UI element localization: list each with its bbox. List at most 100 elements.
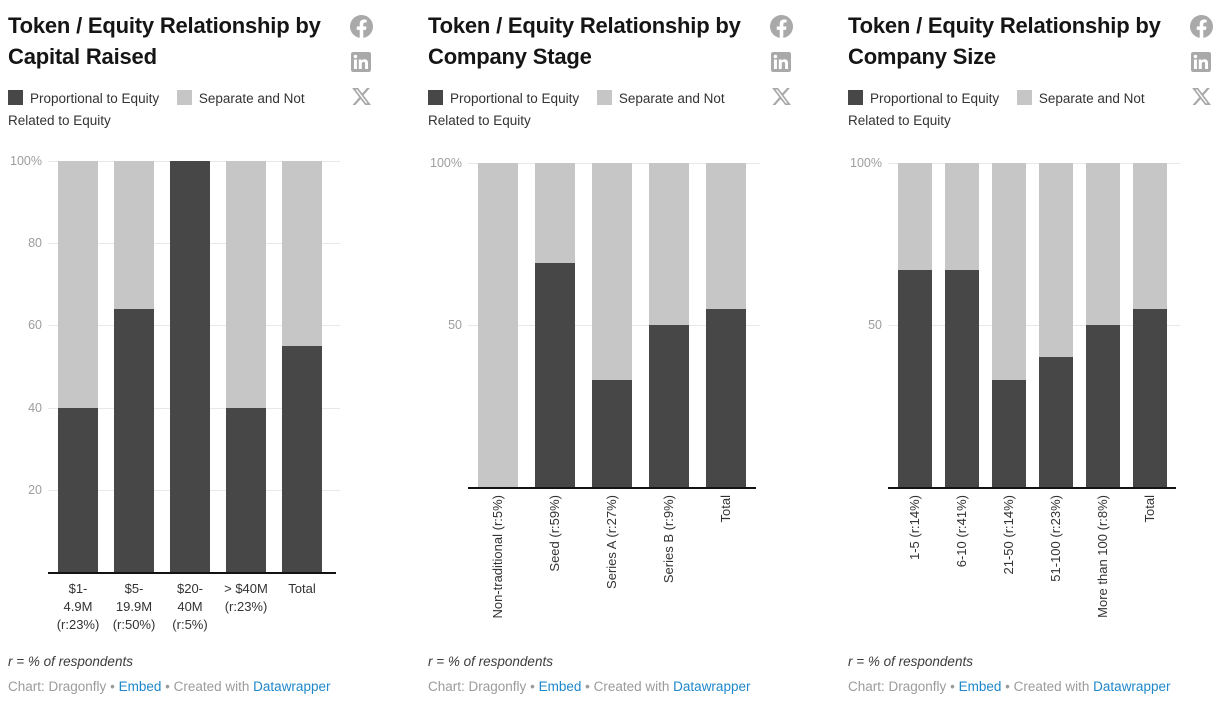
bar-segment-proportional bbox=[706, 308, 746, 487]
bar-segment-separate bbox=[945, 163, 979, 270]
share-icons bbox=[349, 15, 373, 107]
stacked-bar bbox=[945, 163, 979, 487]
stacked-bar bbox=[1039, 163, 1073, 487]
facebook-icon[interactable] bbox=[769, 15, 793, 38]
bar-segment-separate bbox=[592, 163, 632, 381]
x-axis-label: $5- 19.9M (r:50%) bbox=[112, 581, 156, 632]
y-axis-tick: 20 bbox=[28, 482, 42, 497]
x-axis-label: Total bbox=[718, 495, 733, 523]
x-axis-label: 21-50 (r:14%) bbox=[1001, 495, 1016, 575]
attribution-source: Chart: Dragonfly bbox=[848, 679, 947, 694]
bar-segment-separate bbox=[992, 163, 1026, 381]
legend-swatch-separate bbox=[1016, 90, 1032, 105]
stacked-bar bbox=[58, 161, 98, 572]
x-icon[interactable] bbox=[771, 86, 792, 107]
stacked-bar bbox=[898, 163, 932, 487]
embed-link[interactable]: Embed bbox=[958, 679, 1002, 694]
chart-card-company-size: Token / Equity Relationship by Company S… bbox=[840, 0, 1215, 703]
chart-title: Token / Equity Relationship by Company S… bbox=[848, 13, 1161, 69]
legend-label-proportional: Proportional to Equity bbox=[450, 91, 580, 106]
attribution-created-with: Created with bbox=[593, 679, 670, 694]
bar-segment-separate bbox=[706, 163, 746, 309]
bar-segment-proportional bbox=[1039, 357, 1073, 487]
bar-segment-separate bbox=[1086, 163, 1120, 325]
stacked-bar bbox=[1086, 163, 1120, 487]
stacked-bar bbox=[1133, 163, 1167, 487]
bar-segment-proportional bbox=[535, 263, 575, 487]
y-axis-tick: 60 bbox=[28, 318, 42, 333]
separator-dot: • bbox=[165, 679, 170, 694]
legend-label-separate: Separate and Not Related to Equity bbox=[8, 91, 305, 128]
x-axis-label: 1-5 (r:14%) bbox=[907, 495, 922, 561]
bars-axis-area bbox=[888, 163, 1180, 489]
stacked-bar bbox=[992, 163, 1026, 487]
linkedin-icon[interactable] bbox=[771, 52, 791, 72]
chart-legend: Proportional to Equity Separate and Not … bbox=[848, 88, 1184, 132]
legend-label-separate: Separate and Not Related to Equity bbox=[848, 91, 1145, 128]
bar-segment-separate bbox=[226, 161, 266, 408]
stacked-bar bbox=[170, 161, 210, 572]
y-axis-tick: 50 bbox=[868, 318, 882, 332]
facebook-icon[interactable] bbox=[1189, 15, 1213, 38]
y-axis-tick: 100% bbox=[10, 154, 42, 168]
chart-title: Token / Equity Relationship by Capital R… bbox=[8, 13, 321, 69]
separator-dot: • bbox=[530, 679, 535, 694]
bar-segment-proportional bbox=[1133, 308, 1167, 487]
legend-label-separate: Separate and Not Related to Equity bbox=[428, 91, 725, 128]
chart-card-capital-raised: Token / Equity Relationship by Capital R… bbox=[0, 0, 405, 703]
attribution-created-with: Created with bbox=[173, 679, 250, 694]
stacked-bar bbox=[535, 163, 575, 487]
attribution-created-with: Created with bbox=[1013, 679, 1090, 694]
bar-segment-separate bbox=[282, 161, 322, 346]
bar-segment-proportional bbox=[945, 269, 979, 487]
separator-dot: • bbox=[950, 679, 955, 694]
bar-segment-proportional bbox=[992, 380, 1026, 487]
datawrapper-link[interactable]: Datawrapper bbox=[1093, 679, 1171, 694]
legend-swatch-separate bbox=[176, 90, 192, 105]
x-axis-label: Series B (r:9%) bbox=[661, 495, 676, 584]
bars-axis-area bbox=[468, 163, 760, 489]
attribution: Chart: Dragonfly • Embed • Created with … bbox=[848, 679, 1170, 694]
bar-segment-separate bbox=[478, 163, 518, 487]
bar-segment-separate bbox=[1039, 163, 1073, 358]
bar-segment-proportional bbox=[282, 345, 322, 572]
x-axis-label: 6-10 (r:41%) bbox=[954, 495, 969, 568]
bar-segment-proportional bbox=[226, 407, 266, 572]
datawrapper-link[interactable]: Datawrapper bbox=[673, 679, 751, 694]
legend-label-proportional: Proportional to Equity bbox=[30, 91, 160, 106]
bar-segment-proportional bbox=[170, 161, 210, 572]
bar-segment-separate bbox=[1133, 163, 1167, 309]
stacked-bar bbox=[592, 163, 632, 487]
x-axis-label: > $40M (r:23%) bbox=[224, 581, 268, 614]
embed-link[interactable]: Embed bbox=[538, 679, 582, 694]
x-axis-label: Total bbox=[1142, 495, 1157, 523]
x-icon[interactable] bbox=[1191, 86, 1212, 107]
bar-segment-separate bbox=[535, 163, 575, 264]
linkedin-icon[interactable] bbox=[351, 52, 371, 72]
stacked-bar bbox=[706, 163, 746, 487]
stacked-bar bbox=[478, 163, 518, 487]
legend-swatch-separate bbox=[596, 90, 612, 105]
bar-segment-proportional bbox=[58, 407, 98, 572]
y-axis-tick: 100% bbox=[850, 156, 882, 170]
y-axis-tick: 50 bbox=[448, 318, 462, 332]
datawrapper-link[interactable]: Datawrapper bbox=[253, 679, 331, 694]
stacked-bar bbox=[282, 161, 322, 572]
facebook-icon[interactable] bbox=[349, 15, 373, 38]
separator-dot: • bbox=[1005, 679, 1010, 694]
x-axis-label: 51-100 (r:23%) bbox=[1048, 495, 1063, 582]
x-axis-label: $20- 40M (r:5%) bbox=[172, 581, 208, 632]
x-icon[interactable] bbox=[351, 86, 372, 107]
x-axis-label: Seed (r:59%) bbox=[547, 495, 562, 572]
bar-segment-proportional bbox=[592, 380, 632, 487]
footnote: r = % of respondents bbox=[848, 654, 973, 669]
x-axis-label: $1- 4.9M (r:23%) bbox=[56, 581, 100, 632]
linkedin-icon[interactable] bbox=[1191, 52, 1211, 72]
attribution: Chart: Dragonfly • Embed • Created with … bbox=[428, 679, 750, 694]
y-axis-tick: 40 bbox=[28, 400, 42, 415]
bar-segment-separate bbox=[649, 163, 689, 325]
gridline bbox=[888, 325, 1180, 326]
chart-legend: Proportional to Equity Separate and Not … bbox=[8, 88, 344, 132]
separator-dot: • bbox=[110, 679, 115, 694]
embed-link[interactable]: Embed bbox=[118, 679, 162, 694]
